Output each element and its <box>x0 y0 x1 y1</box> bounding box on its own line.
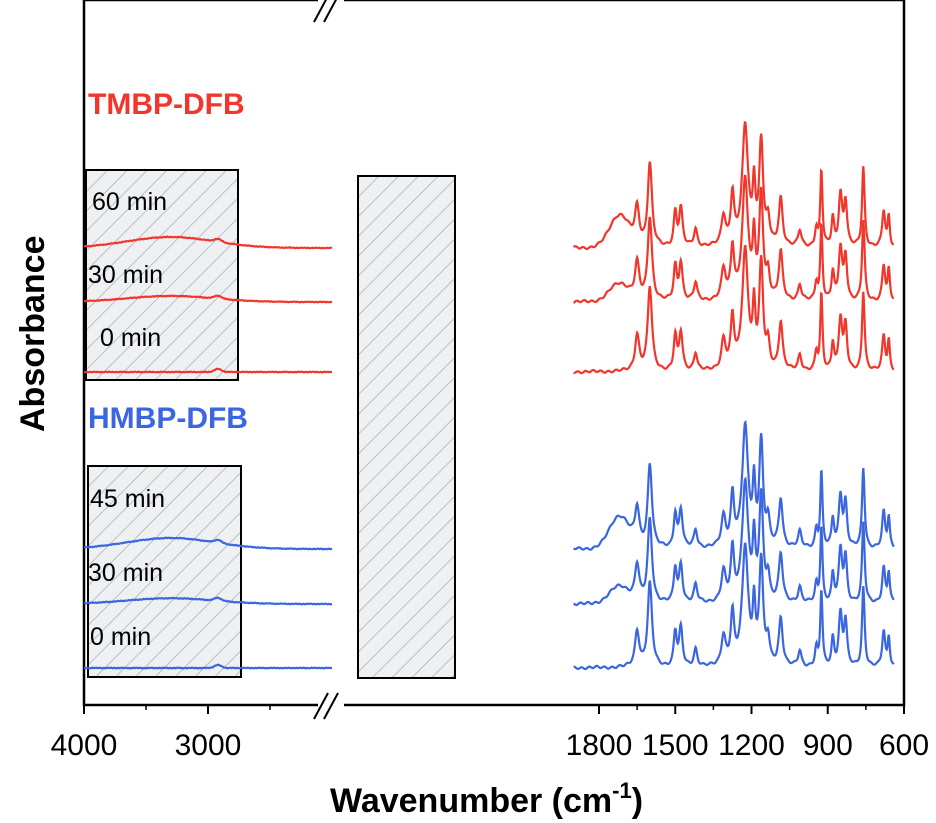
spectrum-tmbp-dfb-60min-high <box>83 235 333 250</box>
x-tick-label-900: 900 <box>803 729 853 762</box>
x-tick-label-1800: 1800 <box>566 729 633 762</box>
spectrum-tmbp-dfb-60min-low <box>572 120 895 251</box>
trace-label-hmbp-0: 0 min <box>90 623 151 651</box>
spectrum-hmbp-dfb-45min-low <box>572 419 895 551</box>
spectra-traces <box>83 120 895 671</box>
hatched-region-hmbp-high <box>87 465 242 678</box>
y-axis-title: Absorbance <box>14 236 52 433</box>
x-axis-title: Wavenumber (cm-1) <box>330 778 643 820</box>
spectrum-hmbp-dfb-30min-low <box>573 476 895 607</box>
x-tick-label-600: 600 <box>879 729 929 762</box>
spectrum-tmbp-dfb-30min-low <box>573 174 895 304</box>
group-label-tmbp: TMBP-DFB <box>88 88 245 121</box>
trace-label-hmbp-30: 30 min <box>88 559 163 587</box>
hatched-region-carbonyl <box>357 175 456 679</box>
x-tick-label-1200: 1200 <box>718 729 785 762</box>
hatched-region-tmbp-high <box>85 169 239 381</box>
axis-break-bottom <box>313 692 344 720</box>
x-tick-label-1500: 1500 <box>642 729 709 762</box>
spectrum-hmbp-dfb-0min-high <box>83 663 333 670</box>
trace-label-hmbp-45: 45 min <box>90 485 165 513</box>
axis-break-top <box>313 0 344 23</box>
spectrum-hmbp-dfb-0min-low <box>573 542 895 671</box>
spectrum-hmbp-dfb-30min-high <box>83 596 333 606</box>
spectrum-tmbp-dfb-0min-high <box>83 367 333 374</box>
spectrum-hmbp-dfb-45min-high <box>83 536 333 551</box>
group-label-hmbp: HMBP-DFB <box>88 402 248 435</box>
trace-label-tmbp-60: 60 min <box>92 188 167 216</box>
x-tick-label-4000: 4000 <box>51 729 118 762</box>
plot-frame <box>82 0 906 707</box>
spectrum-tmbp-dfb-30min-high <box>83 294 333 304</box>
trace-label-tmbp-0: 0 min <box>100 324 161 352</box>
x-tick-label-3000: 3000 <box>175 729 242 762</box>
x-axis-ticks: 4000 3000 1800 1500 1200 900 600 <box>51 705 929 762</box>
trace-label-tmbp-30: 30 min <box>88 261 163 289</box>
spectrum-tmbp-dfb-0min-low <box>573 244 895 375</box>
